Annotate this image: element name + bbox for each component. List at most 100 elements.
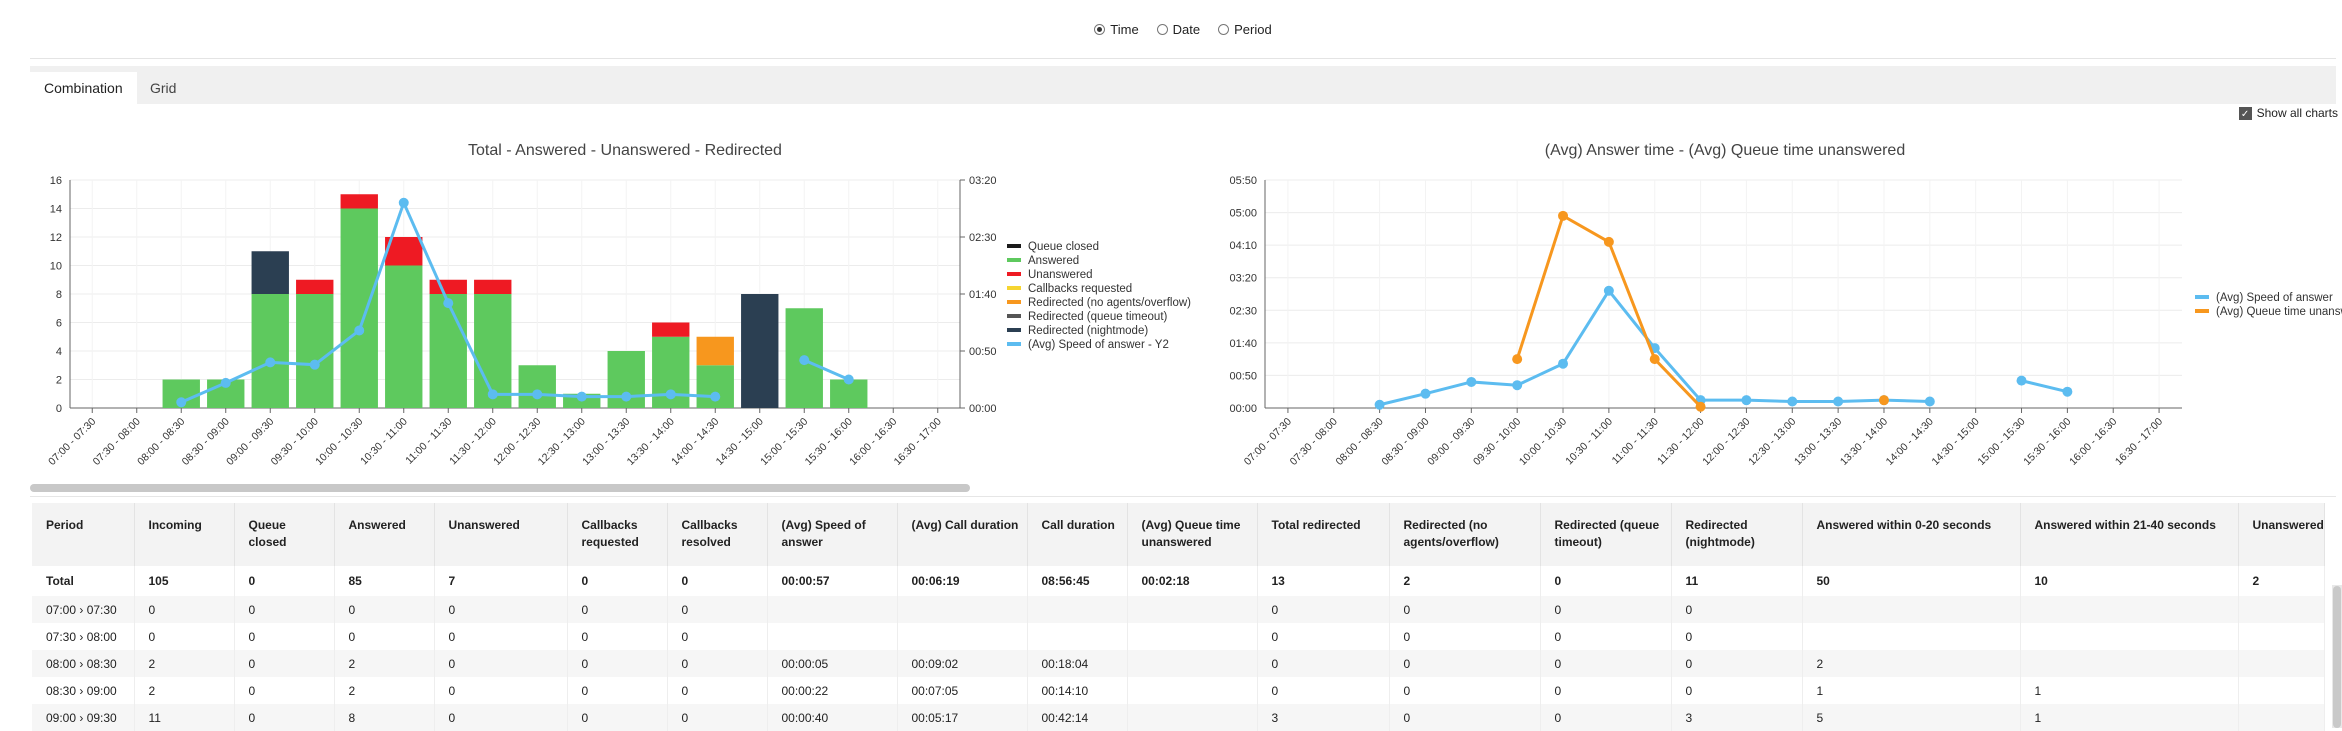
radio-time[interactable]: Time — [1094, 22, 1139, 37]
table-cell: 0 — [234, 704, 335, 731]
column-header[interactable]: Redirected (queue timeout) — [1540, 503, 1672, 566]
table-cell: 00:00:40 — [767, 704, 898, 731]
table-cell: 2 — [1802, 650, 2021, 677]
legend-swatch — [2195, 309, 2209, 313]
radio-date[interactable]: Date — [1156, 22, 1200, 37]
column-header[interactable]: Answered within 21-40 seconds — [2020, 503, 2239, 566]
x-tick-label: 14:00 - 14:30 — [1884, 416, 1936, 468]
show-all-charts-toggle[interactable]: ✓ Show all charts — [2238, 106, 2338, 120]
chart-answer-time: 00:00 00:50 01:40 02:30 03:20 04:10 05:00 05:50… — [1229, 175, 2342, 468]
table-cell: 0 — [434, 596, 568, 623]
y2-tick-label: 03:20 — [969, 175, 997, 187]
column-header[interactable]: Unanswered — [434, 503, 568, 566]
table-cell: 0 — [1671, 623, 1803, 650]
x-tick-label: 16:30 - 17:00 — [2113, 416, 2165, 468]
column-header[interactable]: (Avg) Speed of answer — [767, 503, 898, 566]
horizontal-scrollbar[interactable] — [30, 484, 970, 492]
table-cell: 2 — [134, 650, 235, 677]
table-cell: 0 — [434, 704, 568, 731]
line-point — [2016, 375, 2027, 386]
legend-swatch — [1007, 286, 1021, 290]
legend-label: Queue closed — [1028, 241, 1099, 253]
table-header-row: Period Incoming Queue closed Answered Unansw… — [32, 503, 2325, 566]
column-header[interactable]: Redirected (no agents/overflow) — [1389, 503, 1541, 566]
column-header[interactable]: Call duration — [1027, 503, 1128, 566]
legend-swatch — [1007, 244, 1021, 248]
table-cell: 0 — [234, 623, 335, 650]
line-point — [665, 389, 676, 400]
y-tick-label: 12 — [50, 232, 62, 244]
column-header[interactable]: Redirected (nightmode) — [1671, 503, 1803, 566]
bar-segment — [340, 194, 378, 209]
table-row[interactable]: 08:00 › 08:30 2 0 2 0 0 0 00:00:05 00:09:02 00:18… — [32, 650, 2325, 677]
stats-table: Period Incoming Queue closed Answered Unansw… — [32, 503, 2325, 731]
bar-segment — [296, 279, 334, 294]
table-cell — [2238, 596, 2325, 623]
tab-grid[interactable]: Grid — [150, 80, 177, 96]
x-tick-label: 10:00 - 10:30 — [1517, 416, 1569, 468]
chart1-title: Total - Answered - Unanswered - Redirect… — [468, 142, 782, 159]
y-tick-label: 14 — [50, 204, 62, 216]
legend-label: (Avg) Speed of answer - Y2 — [1028, 339, 1169, 351]
legend-label: Answered — [1028, 255, 1079, 267]
radio-circle-icon[interactable] — [1218, 24, 1230, 35]
legend-label: Unanswered — [1028, 269, 1093, 281]
table-cell: 08:56:45 — [1027, 566, 1128, 596]
table-row[interactable]: 07:30 › 08:00 0 0 0 0 0 0 0 0 0 0 — [32, 623, 2325, 650]
table-cell: 0 — [1540, 596, 1672, 623]
line-point — [398, 197, 409, 208]
radio-circle-icon[interactable] — [1156, 24, 1168, 35]
column-header[interactable]: Callbacks requested — [567, 503, 668, 566]
legend-swatch — [1007, 314, 1021, 318]
view-radio-group: Time Date Period — [30, 22, 2336, 37]
tab-combination[interactable]: Combination — [30, 72, 137, 104]
column-header[interactable]: Period — [32, 503, 135, 566]
divider — [30, 496, 2336, 497]
column-header[interactable]: Answered — [334, 503, 435, 566]
y-tick-label: 0 — [56, 403, 62, 415]
column-header[interactable]: (Avg) Call duration — [897, 503, 1028, 566]
x-tick-label: 10:30 - 11:00 — [358, 416, 410, 468]
table-cell: 00:14:10 — [1027, 677, 1128, 704]
table-row[interactable]: 09:00 › 09:30 11 0 8 0 0 0 00:00:40 00:05:17 00:4… — [32, 704, 2325, 731]
vertical-scrollbar-thumb[interactable] — [2333, 586, 2341, 728]
table-row[interactable]: 08:30 › 09:00 2 0 2 0 0 0 00:00:22 00:07:05 00:14… — [32, 677, 2325, 704]
column-header[interactable]: Queue closed — [234, 503, 335, 566]
column-header[interactable]: (Avg) Queue time unanswered — [1127, 503, 1258, 566]
line-point — [843, 374, 854, 385]
table-cell: 0 — [134, 623, 235, 650]
radio-circle-icon[interactable] — [1094, 24, 1106, 35]
table-cell: 0 — [134, 596, 235, 623]
x-tick-label: 07:30 - 08:00 — [1288, 416, 1340, 468]
table-cell: 2 — [134, 677, 235, 704]
radio-period[interactable]: Period — [1218, 22, 1272, 37]
column-header[interactable]: Unanswered — [2238, 503, 2325, 566]
column-header[interactable]: Incoming — [134, 503, 235, 566]
legend-swatch — [1007, 272, 1021, 276]
line-point — [1466, 376, 1477, 387]
table-cell: 0 — [1671, 596, 1803, 623]
x-tick-label: 13:30 - 14:00 — [1838, 416, 1890, 468]
table-cell: 0 — [234, 677, 335, 704]
y-tick-label: 2 — [56, 375, 62, 387]
y-tick-label: 05:00 — [1229, 208, 1257, 220]
checkbox-checked-icon[interactable]: ✓ — [2238, 106, 2252, 120]
table-total-row[interactable]: Total 105 0 85 7 0 0 00:00:57 00:06:19 08:56:45 00… — [32, 566, 2325, 596]
table-cell: 3 — [1671, 704, 1803, 731]
column-header[interactable]: Callbacks resolved — [667, 503, 768, 566]
line-point — [354, 325, 365, 336]
table-cell: 0 — [667, 596, 768, 623]
x-tick-label: 14:30 - 15:00 — [1930, 416, 1982, 468]
line-point — [1603, 236, 1614, 247]
table-row[interactable]: 07:00 › 07:30 0 0 0 0 0 0 0 0 0 0 — [32, 596, 2325, 623]
y-tick-label: 16 — [50, 175, 62, 187]
bar-segment — [385, 265, 423, 408]
legend-label: Redirected (no agents/overflow) — [1028, 297, 1191, 309]
table-cell: 0 — [234, 596, 335, 623]
table-cell — [2020, 623, 2239, 650]
column-header[interactable]: Answered within 0-20 seconds — [1802, 503, 2021, 566]
column-header[interactable]: Total redirected — [1257, 503, 1390, 566]
line-point — [799, 355, 810, 366]
table-cell: 1 — [2020, 704, 2239, 731]
table-cell: 00:00:05 — [767, 650, 898, 677]
